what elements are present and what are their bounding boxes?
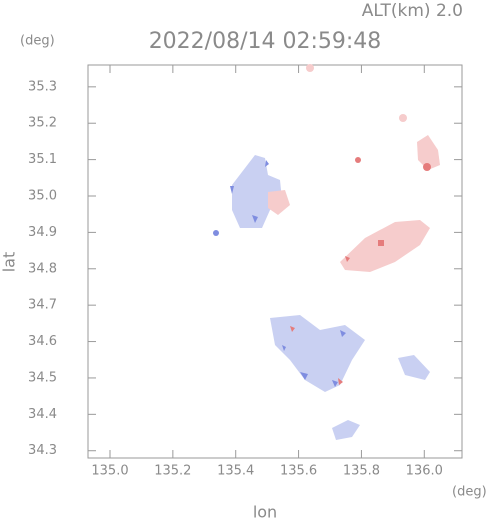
x-tick-label: 135.2 bbox=[154, 464, 191, 479]
echo bbox=[270, 315, 365, 392]
echo bbox=[398, 355, 430, 380]
y-unit: (deg) bbox=[20, 34, 55, 49]
echo bbox=[417, 135, 440, 170]
plot-frame bbox=[87, 64, 463, 459]
x-tick-label: 135.4 bbox=[217, 464, 254, 479]
echo bbox=[232, 155, 282, 228]
y-label: lat bbox=[0, 252, 19, 273]
y-tick-label: 34.5 bbox=[28, 370, 57, 385]
y-tick-label: 35.3 bbox=[28, 79, 57, 94]
subtitle: ALT(km) 2.0 bbox=[362, 1, 463, 21]
echo bbox=[345, 240, 384, 262]
echo bbox=[306, 64, 314, 72]
y-tick-label: 34.4 bbox=[28, 407, 57, 422]
y-tick-label: 35.2 bbox=[28, 116, 57, 131]
x-tick-label: 136.0 bbox=[406, 464, 443, 479]
x-tick-label: 135.8 bbox=[343, 464, 380, 479]
echo bbox=[332, 420, 360, 440]
x-tick-label: 135.6 bbox=[280, 464, 317, 479]
y-tick-label: 35.0 bbox=[28, 189, 57, 204]
y-tick-label: 34.9 bbox=[28, 225, 57, 240]
y-tick-label: 34.8 bbox=[28, 261, 57, 276]
y-tick-label: 34.7 bbox=[28, 298, 57, 313]
echo bbox=[213, 230, 219, 236]
echo bbox=[340, 220, 430, 272]
echo bbox=[230, 160, 269, 223]
x-tick-label: 135.0 bbox=[91, 464, 128, 479]
x-label: lon bbox=[253, 503, 277, 521]
chart-title: 2022/08/14 02:59:48 bbox=[149, 29, 382, 54]
y-tick-label: 34.3 bbox=[28, 443, 57, 458]
x-unit: (deg) bbox=[452, 485, 487, 500]
y-tick-label: 34.6 bbox=[28, 334, 57, 349]
radar-echoes bbox=[213, 64, 440, 440]
echo bbox=[423, 163, 431, 171]
echo bbox=[268, 190, 290, 215]
echo bbox=[355, 157, 361, 163]
y-tick-label: 35.1 bbox=[28, 152, 57, 167]
echo bbox=[399, 114, 407, 122]
